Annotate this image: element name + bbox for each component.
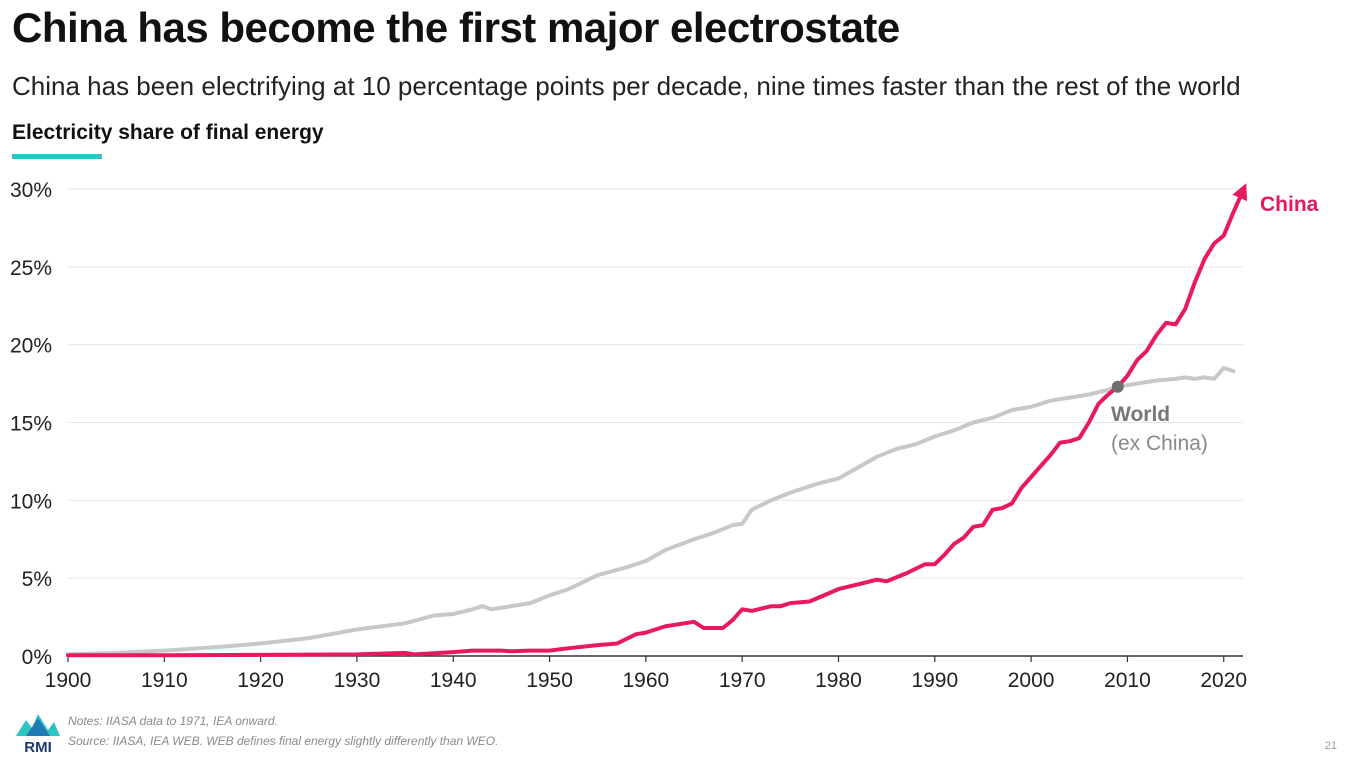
y-tick-label: 0% xyxy=(22,646,52,669)
intersection-point xyxy=(1111,380,1124,393)
y-tick-label: 25% xyxy=(10,257,52,280)
series-line-world xyxy=(66,366,1236,657)
y-tick-label: 10% xyxy=(10,490,52,513)
series-sublabel-world: (ex China) xyxy=(1111,432,1208,455)
y-tick-label: 15% xyxy=(10,413,52,436)
x-tick-label: 1930 xyxy=(334,669,381,692)
x-tick-label: 1940 xyxy=(430,669,477,692)
y-tick-label: 20% xyxy=(10,335,52,358)
chart-subtitle: China has been electrifying at 10 percen… xyxy=(12,71,1241,101)
x-tick-label: 1970 xyxy=(719,669,766,692)
line-chart: 0% 5% 10% 15% 20% 25% 30% 1900 1910 1920 1930 1940 1… xyxy=(10,179,1319,692)
series-label-china: China xyxy=(1260,193,1319,216)
chart-title: China has become the first major electro… xyxy=(12,4,900,51)
x-tick-label: 1950 xyxy=(526,669,573,692)
x-tick-label: 1980 xyxy=(815,669,862,692)
y-tick-label: 30% xyxy=(10,179,52,202)
x-tick-label: 1900 xyxy=(45,669,92,692)
chart-notes: Notes: IIASA data to 1971, IEA onward. S… xyxy=(68,711,498,751)
chart-label: Electricity share of final energy xyxy=(12,121,324,144)
accent-underline xyxy=(12,154,102,159)
x-tick-label: 2000 xyxy=(1008,669,1055,692)
series-label-world: World xyxy=(1111,403,1170,426)
source-line: Source: IIASA, IEA WEB. WEB defines fina… xyxy=(68,734,499,748)
notes-line: Notes: IIASA data to 1971, IEA onward. xyxy=(68,714,278,728)
page-number: 21 xyxy=(1324,740,1337,752)
y-tick-label: 5% xyxy=(22,568,52,591)
logo-text: RMI xyxy=(24,739,52,754)
x-tick-label: 2010 xyxy=(1104,669,1151,692)
series-line-china xyxy=(66,183,1248,658)
x-tick-label: 1990 xyxy=(911,669,958,692)
x-tick-label: 2020 xyxy=(1200,669,1247,692)
rmi-logo: RMI xyxy=(16,714,60,754)
x-tick-label: 1960 xyxy=(623,669,670,692)
x-tick-label: 1920 xyxy=(237,669,284,692)
x-tick-label: 1910 xyxy=(141,669,188,692)
